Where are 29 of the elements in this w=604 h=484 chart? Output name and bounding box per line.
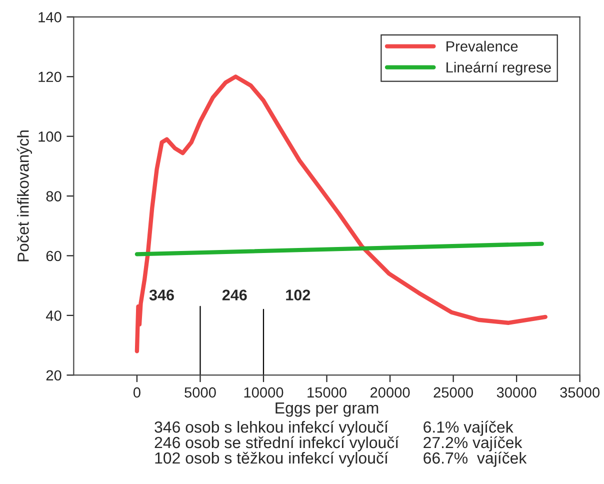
- x-tick-label: 15000: [308, 387, 346, 398]
- x-tick-label: 5000: [184, 387, 216, 398]
- x-tick-label: 25000: [434, 387, 474, 398]
- x-tick-label: 0: [133, 387, 140, 398]
- y-tick-label: 100: [38, 131, 62, 142]
- legend-label: Lineární regrese: [446, 62, 551, 76]
- text: 27.2% vajíček: [424, 436, 522, 452]
- x-tick-label: 20000: [370, 387, 410, 398]
- x-tick-label: 35000: [560, 387, 600, 398]
- text: 346 osob s lehkou infekcí vyloučí: [154, 420, 388, 436]
- y-axis-title: Počet infikovaných: [16, 130, 32, 262]
- y-tick-label: 20: [46, 370, 62, 381]
- text: 6.1% vajíček: [424, 420, 514, 436]
- text: 102 osob s těžkou infekcí vyloučí: [155, 452, 388, 467]
- text: 66.7% vajíček: [424, 452, 527, 467]
- y-tick-label: 40: [46, 310, 62, 321]
- x-tick-label: 30000: [496, 387, 536, 398]
- y-tick-label: 140: [38, 12, 62, 22]
- text: 246 osob se střední infekcí vyloučí: [154, 436, 399, 452]
- y-tick-label: 80: [46, 191, 62, 202]
- y-tick-label: 60: [46, 250, 62, 262]
- annotation: 346: [149, 290, 174, 300]
- x-axis-title: Eggs per gram: [276, 402, 378, 417]
- legend-label: Prevalence: [446, 40, 518, 52]
- y-tick-label: 120: [38, 72, 62, 82]
- annotation: 246: [222, 290, 247, 300]
- annotation: 102: [286, 290, 310, 300]
- line-series: [134, 74, 548, 354]
- x-tick-label: 10000: [244, 387, 284, 398]
